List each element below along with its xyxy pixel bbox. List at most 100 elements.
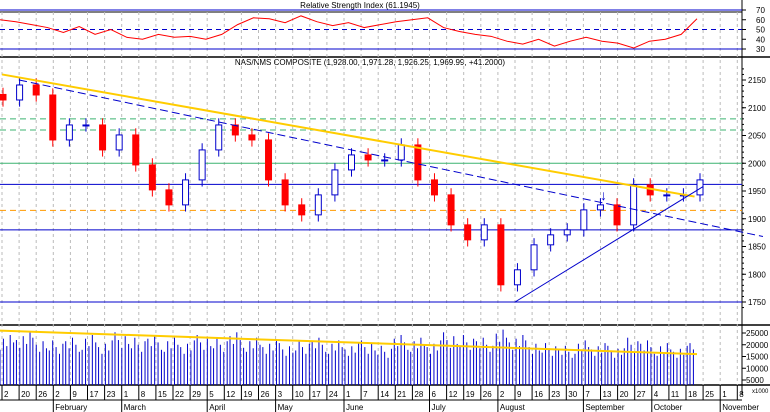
rsi-tick-label: 60 bbox=[756, 16, 765, 25]
x-tick-label: 20 bbox=[21, 390, 30, 399]
candle-body bbox=[198, 149, 206, 181]
x-tick-label: 26 bbox=[483, 390, 492, 399]
price-tick-label: 2000 bbox=[748, 159, 766, 168]
x-tick-label: 19 bbox=[243, 390, 252, 399]
candle-body bbox=[248, 134, 256, 141]
candle-body bbox=[331, 169, 339, 196]
candle-body bbox=[497, 224, 505, 286]
x-tick-label: 1 bbox=[124, 390, 129, 399]
candle-body bbox=[32, 84, 40, 96]
month-label: October bbox=[654, 403, 683, 412]
x-tick-label: 22 bbox=[175, 390, 184, 399]
month-label: June bbox=[346, 403, 364, 412]
price-title: NAS/NMS COMPOSITE (1,928.00, 1,971.28, 1… bbox=[235, 58, 505, 67]
x-tick-label: 29 bbox=[192, 390, 201, 399]
candle-body bbox=[49, 94, 57, 141]
rsi-title: Relative Strength Index (61.1945) bbox=[300, 1, 420, 10]
price-tick-label: 2100 bbox=[748, 104, 766, 113]
x-tick-label: 1 bbox=[722, 390, 727, 399]
month-label: May bbox=[278, 403, 293, 412]
candle-body bbox=[513, 269, 521, 286]
candle-body bbox=[596, 204, 604, 211]
x-tick-label: 26 bbox=[38, 390, 47, 399]
x-tick-label: 11 bbox=[671, 390, 680, 399]
month-label: September bbox=[585, 403, 624, 412]
x-tick-label: 12 bbox=[449, 390, 458, 399]
rsi-tick-label: 40 bbox=[756, 35, 765, 44]
candle-body bbox=[281, 179, 289, 206]
candle-body bbox=[65, 124, 73, 141]
candle-body bbox=[414, 144, 422, 181]
candle-body bbox=[298, 204, 306, 216]
candle-body bbox=[99, 124, 107, 151]
month-label: April bbox=[209, 403, 225, 412]
month-label: August bbox=[500, 403, 526, 412]
candle-body bbox=[430, 179, 438, 196]
month-label: November bbox=[722, 403, 759, 412]
x-tick-label: 16 bbox=[534, 390, 543, 399]
x-tick-label: 13 bbox=[603, 390, 612, 399]
candle-body bbox=[613, 204, 621, 226]
month-label: March bbox=[124, 403, 146, 412]
candle-body bbox=[132, 134, 140, 166]
trend-line bbox=[18, 79, 764, 237]
x-tick-label: 3 bbox=[278, 390, 283, 399]
candle-body bbox=[547, 234, 555, 246]
candle-body bbox=[231, 124, 239, 136]
trend-line bbox=[1, 73, 695, 198]
candle-body bbox=[630, 184, 638, 226]
x-tick-label: 8 bbox=[141, 390, 146, 399]
candle-body bbox=[182, 179, 190, 206]
candle-body bbox=[348, 154, 355, 171]
x-tick-label: 26 bbox=[261, 390, 270, 399]
price-tick-label: 1900 bbox=[748, 215, 766, 224]
candle-body bbox=[0, 93, 7, 101]
price-tick-label: 2050 bbox=[748, 132, 766, 141]
x-tick-label: 21 bbox=[397, 390, 406, 399]
x-tick-label: 2 bbox=[4, 390, 9, 399]
trend-line bbox=[514, 186, 704, 303]
x-tick-label: 20 bbox=[620, 390, 629, 399]
candle-body bbox=[265, 139, 273, 181]
price-tick-label: 1950 bbox=[748, 187, 766, 196]
candle-body bbox=[696, 179, 704, 196]
x-tick-label: 8 bbox=[739, 390, 744, 399]
x-tick-label: 10 bbox=[295, 390, 304, 399]
x-tick-label: 24 bbox=[329, 390, 338, 399]
candle-body bbox=[663, 194, 671, 197]
candle-body bbox=[16, 84, 24, 101]
price-tick-label: 2150 bbox=[748, 76, 766, 85]
x-tick-label: 30 bbox=[568, 390, 577, 399]
x-tick-label: 17 bbox=[312, 390, 321, 399]
x-tick-label: 12 bbox=[226, 390, 235, 399]
x-tick-label: 9 bbox=[72, 390, 77, 399]
volume-trend-line bbox=[0, 329, 698, 356]
x-tick-label: 28 bbox=[414, 390, 423, 399]
candle-body bbox=[364, 154, 372, 161]
x-tick-label: 23 bbox=[107, 390, 116, 399]
x-tick-label: 23 bbox=[551, 390, 560, 399]
candle-body bbox=[82, 124, 90, 127]
x-tick-label: 19 bbox=[466, 390, 475, 399]
x-tick-label: 17 bbox=[90, 390, 99, 399]
x-tick-label: 27 bbox=[637, 390, 646, 399]
x-tick-label: 5 bbox=[209, 390, 214, 399]
arrow-down-icon: ↓ bbox=[600, 187, 607, 203]
price-tick-label: 1850 bbox=[748, 243, 766, 252]
candle-body bbox=[397, 144, 405, 161]
candle-body bbox=[115, 134, 123, 151]
price-tick-label: 1750 bbox=[748, 298, 766, 307]
candle-body bbox=[580, 209, 588, 231]
volume-tick-label: 10000 bbox=[746, 364, 769, 373]
rsi-line bbox=[0, 15, 698, 49]
x-tick-label: 14 bbox=[380, 390, 389, 399]
x-tick-label: 18 bbox=[688, 390, 697, 399]
x-tick-label: 2 bbox=[500, 390, 505, 399]
candle-body bbox=[381, 159, 389, 162]
rsi-tick-label: 50 bbox=[756, 26, 765, 35]
price-tick-label: 1800 bbox=[748, 270, 766, 279]
x-tick-label: 2 bbox=[55, 390, 60, 399]
candle-body bbox=[464, 224, 472, 241]
